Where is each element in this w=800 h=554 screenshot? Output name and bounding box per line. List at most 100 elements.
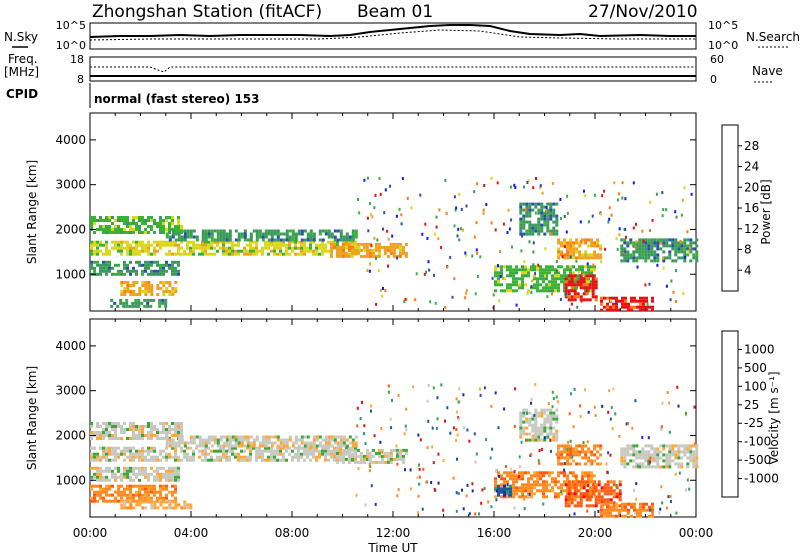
velocity-cell <box>650 456 654 460</box>
velocity-cell <box>570 492 574 496</box>
velocity-cell <box>258 446 261 450</box>
power-cell <box>174 266 177 270</box>
power-cell <box>456 234 459 238</box>
velocity-cell <box>222 435 226 439</box>
velocity-cell <box>117 484 120 488</box>
power-cell <box>96 228 99 231</box>
power-cell <box>330 246 333 250</box>
velocity-cell <box>189 503 193 507</box>
power-cell <box>552 208 556 212</box>
power-cell <box>639 308 642 312</box>
power-cell <box>207 246 210 250</box>
power-cell <box>249 238 253 242</box>
power-cell <box>584 271 587 275</box>
velocity-cell <box>391 398 393 402</box>
velocity-cell <box>629 444 633 448</box>
power-cell <box>499 275 502 279</box>
power-cell <box>576 305 579 309</box>
velocity-cell <box>587 484 589 487</box>
power-cell <box>279 243 282 247</box>
velocity-cell <box>560 471 563 475</box>
velocity-cell <box>210 458 213 462</box>
power-cell <box>117 228 120 231</box>
velocity-cell <box>126 428 129 431</box>
power-cell <box>686 230 689 234</box>
power-cell <box>318 246 321 250</box>
power-cell <box>117 246 120 250</box>
power-cell <box>569 241 573 245</box>
power-cell <box>348 252 351 256</box>
velocity-cell <box>114 490 117 494</box>
velocity-cell <box>120 425 123 428</box>
velocity-cell <box>177 472 180 476</box>
power-cell <box>557 277 560 281</box>
velocity-cell <box>141 469 144 473</box>
cpid-text: normal (fast stereo) 153 <box>94 92 260 106</box>
velocity-cell <box>267 458 270 462</box>
power-cell <box>593 244 597 248</box>
power-cell <box>114 263 117 267</box>
power-cell <box>177 260 180 264</box>
velocity-cell <box>478 512 480 516</box>
power-cell <box>252 229 256 233</box>
power-cell <box>578 274 581 278</box>
velocity-cell <box>368 462 371 466</box>
power-cell <box>117 225 120 228</box>
velocity-cell <box>174 478 177 482</box>
velocity-cell <box>547 402 550 406</box>
y-tick-label: 4000 <box>55 133 86 147</box>
power-cell <box>105 231 108 234</box>
velocity-cell <box>686 447 690 451</box>
power-cell <box>429 300 432 304</box>
velocity-cell <box>386 454 390 458</box>
power-cell <box>309 243 312 247</box>
power-cell <box>437 237 440 241</box>
velocity-cell <box>90 422 93 425</box>
power-cell <box>353 248 357 252</box>
velocity-cell <box>186 455 189 459</box>
velocity-cell <box>597 489 601 493</box>
velocity-cell <box>108 478 111 482</box>
velocity-cell <box>620 462 624 466</box>
power-cell <box>389 248 393 252</box>
velocity-cell <box>165 444 169 448</box>
power-cell <box>506 283 509 287</box>
velocity-cell <box>147 431 150 434</box>
power-cell <box>141 219 144 222</box>
power-cell <box>635 240 638 244</box>
velocity-cell <box>534 429 538 433</box>
power-cell <box>646 302 649 306</box>
power-cell <box>555 202 559 206</box>
power-cell <box>522 217 526 221</box>
velocity-cell <box>579 498 583 502</box>
velocity-cell <box>129 455 132 459</box>
power-cell <box>638 256 642 260</box>
power-cell <box>632 250 636 254</box>
velocity-cell <box>379 440 382 444</box>
velocity-cell <box>457 492 460 496</box>
velocity-cell <box>270 444 274 448</box>
power-cell <box>342 238 346 242</box>
power-cell <box>521 286 524 290</box>
power-cell <box>189 232 193 236</box>
velocity-cell <box>138 503 142 507</box>
power-cell <box>329 242 333 246</box>
power-cell <box>668 256 672 260</box>
velocity-cell <box>365 448 369 452</box>
velocity-cell <box>234 444 238 448</box>
power-cell <box>131 304 135 308</box>
power-cell <box>141 222 144 225</box>
velocity-cell <box>159 449 162 453</box>
velocity-cell <box>500 483 503 487</box>
power-cell <box>153 240 156 244</box>
velocity-cell <box>330 435 334 439</box>
power-cell <box>276 240 279 244</box>
power-cell <box>144 222 147 225</box>
power-cell <box>93 269 96 273</box>
velocity-cell <box>512 486 515 490</box>
power-cell <box>528 214 532 218</box>
power-cell <box>165 252 168 256</box>
power-cell <box>219 246 222 250</box>
power-cell <box>255 229 259 233</box>
velocity-cell <box>279 444 283 448</box>
